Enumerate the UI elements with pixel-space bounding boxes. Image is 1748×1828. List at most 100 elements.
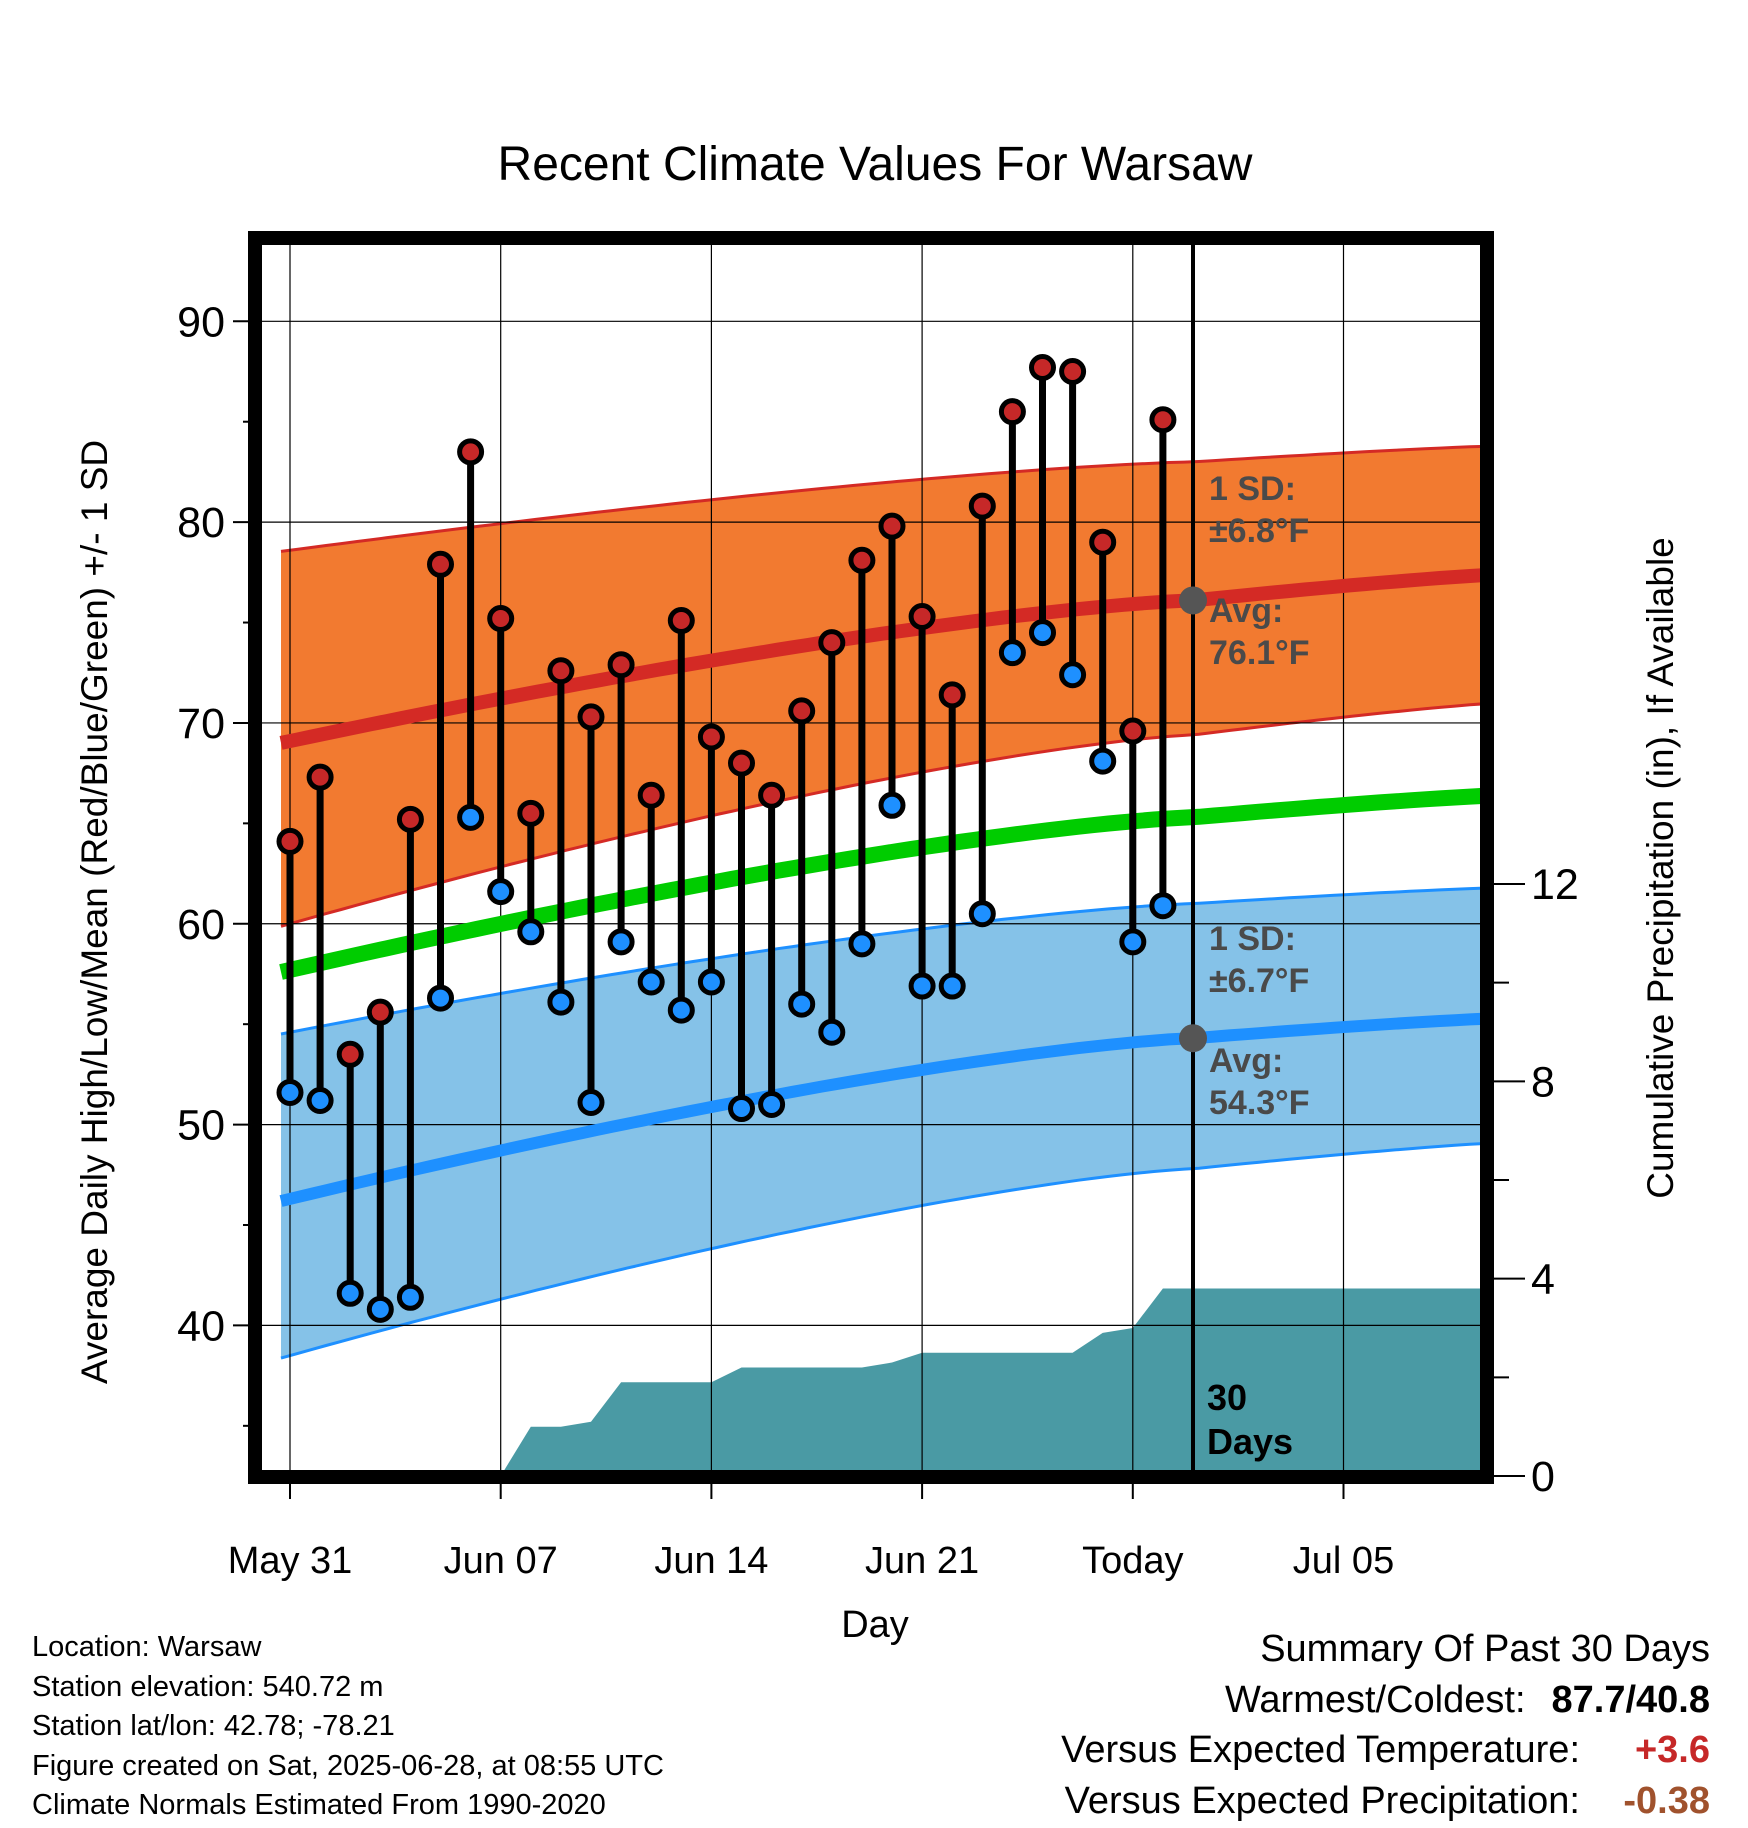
- y2-tick-label: 0: [1531, 1453, 1555, 1501]
- mean-avg-line: [279, 788, 1480, 980]
- high-sd-annotation: ±6.8°F: [1209, 512, 1309, 550]
- y-tick-label: 60: [177, 901, 225, 949]
- warm-cold-label: Warmest/Coldest:: [1224, 1678, 1526, 1721]
- low-point: [818, 1018, 846, 1046]
- high-point: [667, 607, 695, 635]
- low-point: [1089, 747, 1117, 775]
- high-point: [306, 763, 334, 791]
- low-sd-annotation: ±6.7°F: [1209, 962, 1309, 1000]
- high-point: [1119, 717, 1147, 745]
- high-band-upper-edge: [280, 444, 1480, 553]
- y-tick-label: 50: [177, 1102, 225, 1150]
- today-days-label: Days: [1207, 1421, 1293, 1462]
- chart-title: Recent Climate Values For Warsaw: [498, 138, 1253, 191]
- warm-cold-value: 87.7/40.8: [1551, 1678, 1710, 1721]
- low-point: [637, 968, 665, 996]
- x-tick-label: May 31: [228, 1540, 353, 1582]
- high-point: [1029, 354, 1056, 381]
- high-sd-band: [281, 446, 1480, 927]
- y2-axis-label: Cumulative Precipitation (in), If Availa…: [1640, 537, 1681, 1199]
- temp-diff-label: Versus Expected Temperature:: [1061, 1729, 1580, 1771]
- low-point: [487, 878, 515, 906]
- low-point: [998, 639, 1026, 667]
- high-point: [908, 603, 936, 631]
- latlon-text: Station lat/lon: 42.78; -78.21: [32, 1710, 395, 1742]
- low-point: [396, 1283, 424, 1311]
- high-point: [336, 1040, 364, 1068]
- low-point: [1029, 619, 1056, 647]
- high-avg-annotation: Avg:: [1209, 592, 1283, 630]
- station-info: Location: Warsaw Station elevation: 540.…: [32, 1628, 664, 1826]
- high-point: [607, 651, 635, 679]
- high-point: [938, 681, 966, 709]
- low-point: [878, 791, 906, 819]
- x-tick-label: Jul 05: [1293, 1540, 1394, 1582]
- high-point: [517, 799, 545, 827]
- temp-diff-value: +3.6: [1634, 1729, 1710, 1771]
- y2-tick-label: 4: [1531, 1256, 1555, 1304]
- y-tick-label: 40: [177, 1302, 225, 1350]
- high-point: [697, 723, 725, 751]
- low-point: [697, 968, 725, 996]
- low-point: [607, 928, 635, 956]
- low-sd-band: [281, 888, 1480, 1359]
- summary-panel: Summary Of Past 30 Days Warmest/Coldest:…: [1061, 1624, 1710, 1826]
- low-point: [547, 988, 575, 1016]
- elevation-text: Station elevation: 540.72 m: [32, 1670, 384, 1703]
- y-tick-label: 70: [177, 700, 225, 748]
- low-point: [728, 1095, 755, 1123]
- x-tick-label: Jun 07: [444, 1540, 558, 1582]
- high-point: [968, 492, 996, 520]
- low-point: [758, 1091, 786, 1119]
- low-normal-today-marker: [1179, 1024, 1207, 1053]
- low-point: [427, 984, 454, 1012]
- high-point: [1089, 528, 1117, 556]
- low-point: [366, 1295, 394, 1323]
- low-point: [788, 990, 816, 1018]
- high-point: [818, 629, 846, 657]
- high-point: [487, 605, 515, 633]
- x-tick-label: Today: [1082, 1540, 1183, 1582]
- high-point: [878, 512, 906, 540]
- high-point: [276, 827, 304, 855]
- high-point: [366, 998, 394, 1026]
- x-axis-label: Day: [841, 1604, 909, 1646]
- summary-heading: Summary Of Past 30 Days: [1260, 1628, 1710, 1670]
- plot-area: 1 SD: ±6.8°F Avg: 76.1°F 1 SD: ±6.7°F Avg: 54.3…: [177, 231, 1579, 1582]
- low-point: [1149, 892, 1177, 920]
- y-axis-label: Average Daily High/Low/Mean (Red/Blue/Gr…: [74, 440, 115, 1384]
- y2-tick-label: 8: [1531, 1058, 1555, 1106]
- low-avg-line: [279, 1012, 1480, 1207]
- today-days-label: 30: [1207, 1377, 1247, 1418]
- high-point: [427, 550, 454, 578]
- low-point: [306, 1086, 334, 1114]
- low-sd-annotation: 1 SD:: [1209, 920, 1296, 958]
- high-normal-today-marker: [1179, 586, 1207, 615]
- low-avg-annotation: Avg:: [1209, 1042, 1283, 1080]
- low-band-upper-edge: [280, 886, 1480, 1036]
- low-point: [938, 972, 966, 1000]
- low-point: [667, 996, 695, 1024]
- low-point: [577, 1089, 605, 1116]
- high-point: [1149, 406, 1177, 434]
- y-tick-label: 90: [177, 298, 225, 346]
- x-tick-label: Jun 21: [865, 1540, 979, 1582]
- high-point: [547, 657, 575, 685]
- y2-tick-label: 12: [1531, 861, 1579, 909]
- low-point: [968, 900, 996, 928]
- low-avg-annotation: 54.3°F: [1209, 1084, 1310, 1122]
- precip-diff-value: -0.38: [1623, 1779, 1710, 1822]
- high-point: [848, 546, 876, 574]
- plot-frame: [248, 231, 1494, 1484]
- high-point: [577, 703, 605, 731]
- low-point: [457, 803, 485, 831]
- x-tick-label: Jun 14: [654, 1540, 768, 1582]
- high-point: [396, 805, 424, 833]
- low-point: [517, 918, 545, 946]
- high-point: [457, 438, 485, 466]
- low-point: [848, 930, 876, 958]
- precip-diff-label: Versus Expected Precipitation:: [1064, 1779, 1580, 1822]
- location-text: Location: Warsaw: [32, 1631, 262, 1663]
- plot-clip-group: 1 SD: ±6.8°F Avg: 76.1°F 1 SD: ±6.7°F Avg: 54.3…: [262, 245, 1480, 1470]
